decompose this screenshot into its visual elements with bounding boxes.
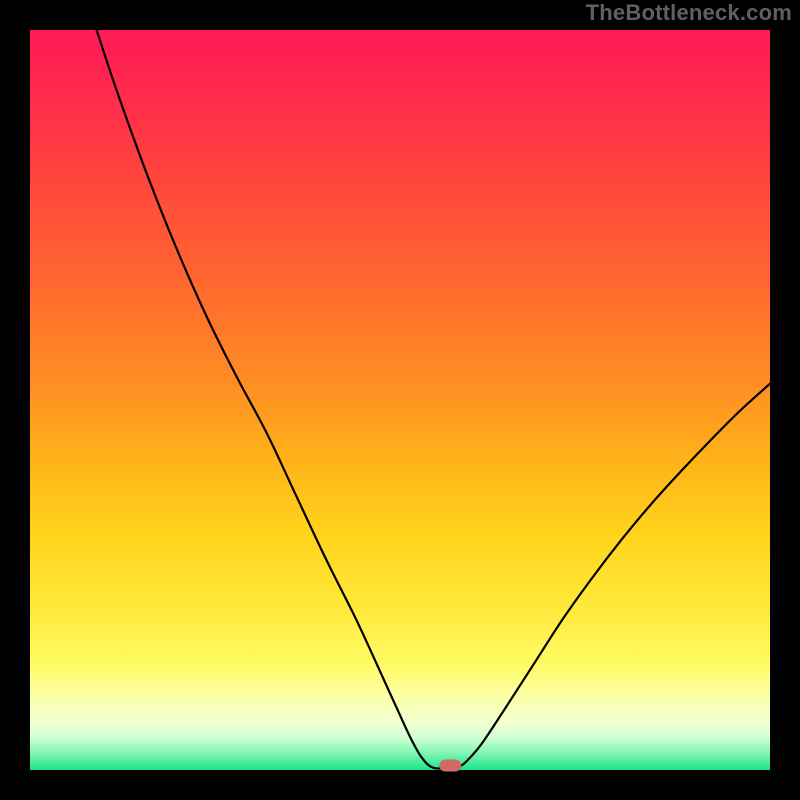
optimal-marker: [439, 760, 461, 772]
bottleneck-chart: [0, 0, 800, 800]
gradient-background: [30, 30, 770, 770]
chart-container: TheBottleneck.com: [0, 0, 800, 800]
